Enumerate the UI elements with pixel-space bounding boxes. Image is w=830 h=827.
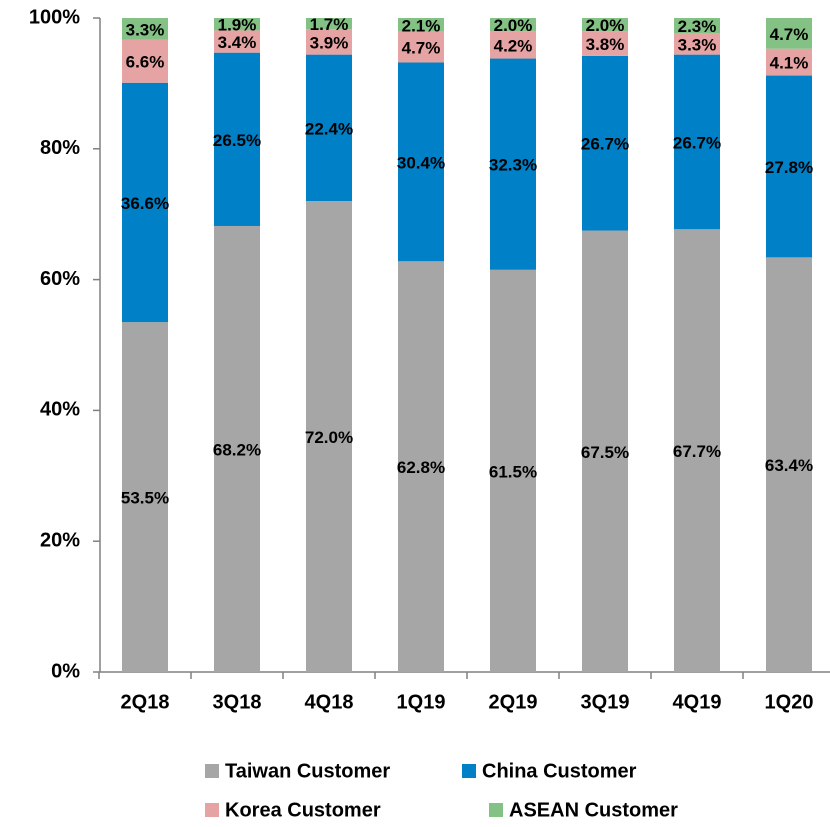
value-label: 3.3%	[678, 35, 717, 54]
bar-segment	[766, 48, 812, 76]
value-label: 1.9%	[218, 16, 257, 35]
value-label: 6.6%	[126, 53, 165, 72]
bar-segment	[398, 31, 444, 63]
y-tick-label: 80%	[40, 137, 80, 159]
value-label: 53.5%	[121, 489, 169, 508]
value-label: 3.3%	[126, 20, 165, 39]
value-label: 72.0%	[305, 428, 353, 447]
bar-segment	[674, 18, 720, 34]
bar-segment	[122, 18, 168, 40]
value-label: 2.0%	[586, 16, 625, 35]
value-label: 1.7%	[310, 15, 349, 34]
value-label: 26.7%	[673, 133, 721, 152]
bar-segment	[490, 31, 536, 59]
value-label: 36.6%	[121, 194, 169, 213]
value-label: 3.4%	[218, 33, 257, 52]
bar-segment	[490, 18, 536, 32]
bar-segment	[306, 18, 352, 30]
value-label: 30.4%	[397, 153, 445, 172]
bar-segment	[122, 39, 168, 83]
value-label: 61.5%	[489, 462, 537, 481]
legend-swatch	[462, 764, 476, 778]
value-label: 3.9%	[310, 33, 349, 52]
x-tick-label: 1Q19	[397, 691, 446, 713]
x-tick-label: 3Q18	[213, 691, 262, 713]
y-tick-label: 100%	[29, 6, 80, 28]
bar-segment	[398, 261, 444, 672]
value-label: 2.3%	[678, 17, 717, 36]
bar-segment	[582, 55, 628, 231]
bar-segment	[306, 201, 352, 672]
bar-segment	[398, 62, 444, 262]
bar-segment	[398, 18, 444, 32]
bar-segment	[582, 31, 628, 56]
legend-label: ASEAN Customer	[509, 799, 678, 821]
value-label: 4.2%	[494, 36, 533, 55]
x-tick-label: 2Q18	[121, 691, 170, 713]
bar-segment	[766, 257, 812, 672]
bar-segment	[122, 82, 168, 323]
bar-segment	[582, 18, 628, 32]
legend-label: China Customer	[482, 760, 637, 782]
x-tick-label: 4Q18	[305, 691, 354, 713]
legend-label: Taiwan Customer	[225, 760, 390, 782]
value-label: 27.8%	[765, 158, 813, 177]
y-tick-label: 20%	[40, 529, 80, 551]
value-label: 26.5%	[213, 131, 261, 150]
value-label: 4.7%	[770, 25, 809, 44]
bar-segment	[214, 18, 260, 31]
bar-segment	[582, 230, 628, 673]
value-label: 2.1%	[402, 16, 441, 35]
bar-segment	[214, 225, 260, 673]
x-tick-label: 2Q19	[489, 691, 538, 713]
y-tick-label: 60%	[40, 268, 80, 290]
bar-segment	[214, 30, 260, 53]
bar-segment	[674, 54, 720, 230]
value-label: 2.0%	[494, 16, 533, 35]
bar-segment	[490, 58, 536, 270]
value-label: 4.1%	[770, 54, 809, 73]
bar-segment	[306, 29, 352, 55]
bar-segment	[490, 269, 536, 672]
legend-swatch	[205, 803, 219, 817]
bar-segment	[122, 322, 168, 672]
value-label: 22.4%	[305, 119, 353, 138]
y-tick-label: 0%	[51, 660, 80, 682]
value-label: 26.7%	[581, 135, 629, 154]
legend-swatch	[205, 764, 219, 778]
value-label: 32.3%	[489, 156, 537, 175]
bar-segment	[766, 75, 812, 258]
bar-segment	[674, 33, 720, 55]
legend-label: Korea Customer	[225, 799, 381, 821]
value-label: 67.7%	[673, 442, 721, 461]
bar-segment	[306, 54, 352, 202]
value-label: 67.5%	[581, 443, 629, 462]
value-label: 63.4%	[765, 456, 813, 475]
x-tick-label: 1Q20	[765, 691, 814, 713]
value-label: 68.2%	[213, 440, 261, 459]
value-label: 4.7%	[402, 39, 441, 58]
bar-segment	[214, 52, 260, 226]
value-label: 62.8%	[397, 458, 445, 477]
x-tick-label: 3Q19	[581, 691, 630, 713]
x-tick-label: 4Q19	[673, 691, 722, 713]
y-tick-label: 40%	[40, 399, 80, 421]
bar-segment	[674, 229, 720, 672]
bar-segment	[766, 18, 812, 49]
value-label: 3.8%	[586, 35, 625, 54]
legend-swatch	[489, 803, 503, 817]
